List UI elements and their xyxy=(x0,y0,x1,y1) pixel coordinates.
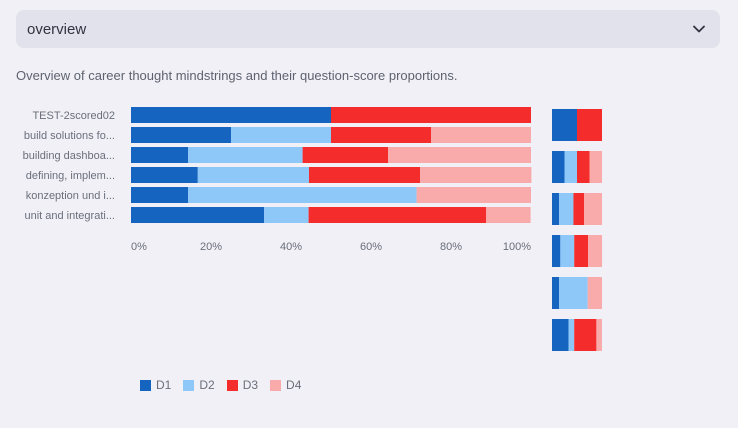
y-tick-label: konzeption und i... xyxy=(26,190,115,202)
bar-segment-d3[interactable] xyxy=(302,147,389,163)
x-tick-label: 80% xyxy=(440,241,462,253)
legend-item-d2[interactable]: D2 xyxy=(183,378,215,392)
bar-segment-d4[interactable] xyxy=(388,147,531,163)
mini-bar-segment-d3[interactable] xyxy=(577,109,602,141)
view-select[interactable]: overview xyxy=(16,10,720,48)
mini-bar-segment-d3[interactable] xyxy=(573,193,585,225)
bar-segment-d2[interactable] xyxy=(264,207,309,223)
legend-swatch xyxy=(270,379,282,391)
legend-label: D4 xyxy=(286,378,302,392)
mini-bar-segment-d1[interactable] xyxy=(552,277,560,309)
mini-bar-segment-d3[interactable] xyxy=(577,151,590,183)
mini-bar-segment-d4[interactable] xyxy=(588,235,603,267)
mini-bar-segment-d3[interactable] xyxy=(574,235,589,267)
mini-bar-segment-d2[interactable] xyxy=(564,151,578,183)
y-tick-label: defining, implem... xyxy=(26,170,115,182)
bar-segment-d1[interactable] xyxy=(131,107,331,123)
mini-bar-segment-d2[interactable] xyxy=(568,319,575,351)
mini-bar-segment-d2[interactable] xyxy=(559,193,574,225)
mini-bar-segment-d4[interactable] xyxy=(589,151,603,183)
bar-segment-d3[interactable] xyxy=(331,107,531,123)
mini-bar-segment-d2[interactable] xyxy=(560,235,575,267)
legend-swatch xyxy=(183,379,195,391)
legend-label: D1 xyxy=(156,378,172,392)
bar-segment-d2[interactable] xyxy=(197,167,309,183)
y-tick-label: unit and integrati... xyxy=(24,210,115,222)
bar-segment-d1[interactable] xyxy=(131,127,231,143)
chart-caption: Overview of career thought mindstrings a… xyxy=(16,68,458,83)
legend-item-d3[interactable]: D3 xyxy=(226,378,259,392)
y-tick-label: building dashboa... xyxy=(23,150,115,162)
mini-bar-segment-d2[interactable] xyxy=(559,277,588,309)
bar-segment-d1[interactable] xyxy=(131,147,189,163)
x-tick-label: 0% xyxy=(131,241,147,253)
x-tick-label: 60% xyxy=(360,241,382,253)
mini-bar-segment-d1[interactable] xyxy=(552,109,577,141)
mini-bar-segment-d4[interactable] xyxy=(587,277,602,309)
bar-segment-d2[interactable] xyxy=(188,147,303,163)
legend-label: D3 xyxy=(242,378,259,392)
bar-segment-d2[interactable] xyxy=(231,127,331,143)
bar-segment-d3[interactable] xyxy=(308,207,487,223)
mini-bar-segment-d1[interactable] xyxy=(552,235,561,267)
legend-label: D2 xyxy=(199,378,215,392)
bar-segment-d4[interactable] xyxy=(431,127,531,143)
mini-bar-segment-d1[interactable] xyxy=(552,319,569,351)
mini-bar-segment-d1[interactable] xyxy=(552,151,565,183)
x-tick-label: 100% xyxy=(503,241,531,253)
bar-segment-d4[interactable] xyxy=(416,187,531,203)
mini-bar-segment-d1[interactable] xyxy=(552,193,560,225)
legend-swatch xyxy=(226,379,238,391)
bar-segment-d3[interactable] xyxy=(331,127,431,143)
bar-segment-d1[interactable] xyxy=(131,167,198,183)
bar-segment-d3[interactable] xyxy=(309,167,421,183)
legend-item-d1[interactable]: D1 xyxy=(140,378,171,392)
select-value: overview xyxy=(27,20,87,38)
legend-swatch xyxy=(140,379,151,391)
mini-bar-segment-d4[interactable] xyxy=(584,193,602,225)
bar-segment-d1[interactable] xyxy=(131,207,265,223)
bar-segment-d1[interactable] xyxy=(131,187,189,203)
bar-segment-d4[interactable] xyxy=(486,207,531,223)
mini-bar-segment-d4[interactable] xyxy=(596,319,602,351)
chevron-down-icon[interactable] xyxy=(692,22,706,36)
x-tick-label: 40% xyxy=(280,241,302,253)
legend-item-d4[interactable]: D4 xyxy=(270,378,301,392)
mini-bar-segment-d3[interactable] xyxy=(574,319,597,351)
chart-legend: D1 D2 D3 D4 xyxy=(140,378,301,392)
mini-bar-charts xyxy=(552,109,603,351)
proportion-bar-chart: TEST-2scored02 build solutions fo... build… xyxy=(23,107,532,253)
x-tick-label: 20% xyxy=(200,241,222,253)
y-tick-label: build solutions fo... xyxy=(24,130,115,142)
bar-segment-d4[interactable] xyxy=(420,167,532,183)
bar-segment-d2[interactable] xyxy=(188,187,417,203)
y-tick-label: TEST-2scored02 xyxy=(32,110,115,122)
